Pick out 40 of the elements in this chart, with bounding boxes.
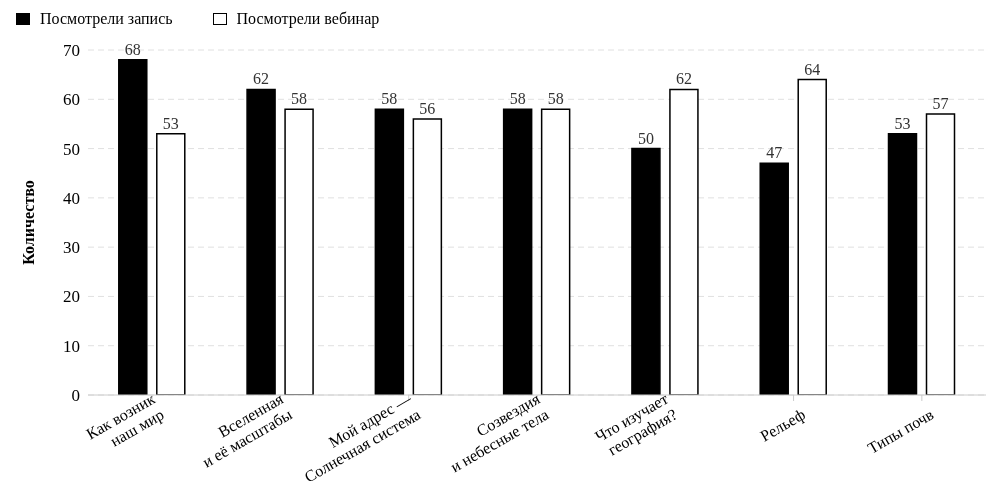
y-tick-label: 60: [63, 90, 80, 110]
bar: [284, 108, 314, 395]
data-label: 53: [162, 114, 179, 132]
data-label: 53: [894, 114, 911, 132]
data-label: 64: [804, 60, 821, 78]
y-tick-label: 0: [71, 386, 80, 406]
data-label: 58: [547, 90, 564, 108]
bar: [759, 162, 789, 395]
y-tick-label: 40: [63, 188, 80, 208]
y-axis-title: Количество: [19, 180, 37, 265]
legend-label: Посмотрели вебинар: [236, 10, 380, 28]
data-label: 58: [509, 90, 526, 108]
y-tick-label: 30: [63, 238, 80, 258]
y-tick-label: 10: [63, 336, 80, 356]
y-tick-label: 50: [63, 139, 80, 159]
data-label: 58: [291, 90, 308, 108]
y-tick-label: 70: [63, 41, 80, 61]
x-tick-label: Типы почв: [864, 405, 937, 457]
legend-label: Посмотрели запись: [40, 10, 173, 28]
bar: [118, 59, 148, 395]
bar: [540, 108, 571, 395]
bar: [156, 133, 186, 395]
data-label: 58: [381, 90, 398, 108]
data-label: 56: [419, 100, 436, 117]
bar: [797, 78, 827, 395]
bar: [669, 88, 699, 395]
bar: [374, 108, 405, 395]
bar: [631, 147, 661, 395]
data-label: 57: [932, 95, 949, 113]
bar: [887, 133, 918, 395]
bar: [412, 118, 443, 395]
data-label: 50: [637, 129, 654, 147]
data-label: 62: [675, 70, 692, 88]
data-label: 62: [253, 70, 270, 88]
data-label: 68: [124, 40, 141, 58]
bar: [502, 108, 533, 395]
data-label: 47: [766, 144, 783, 162]
bar: [925, 113, 956, 395]
y-tick-label: 20: [63, 287, 80, 307]
bar: [246, 88, 276, 395]
